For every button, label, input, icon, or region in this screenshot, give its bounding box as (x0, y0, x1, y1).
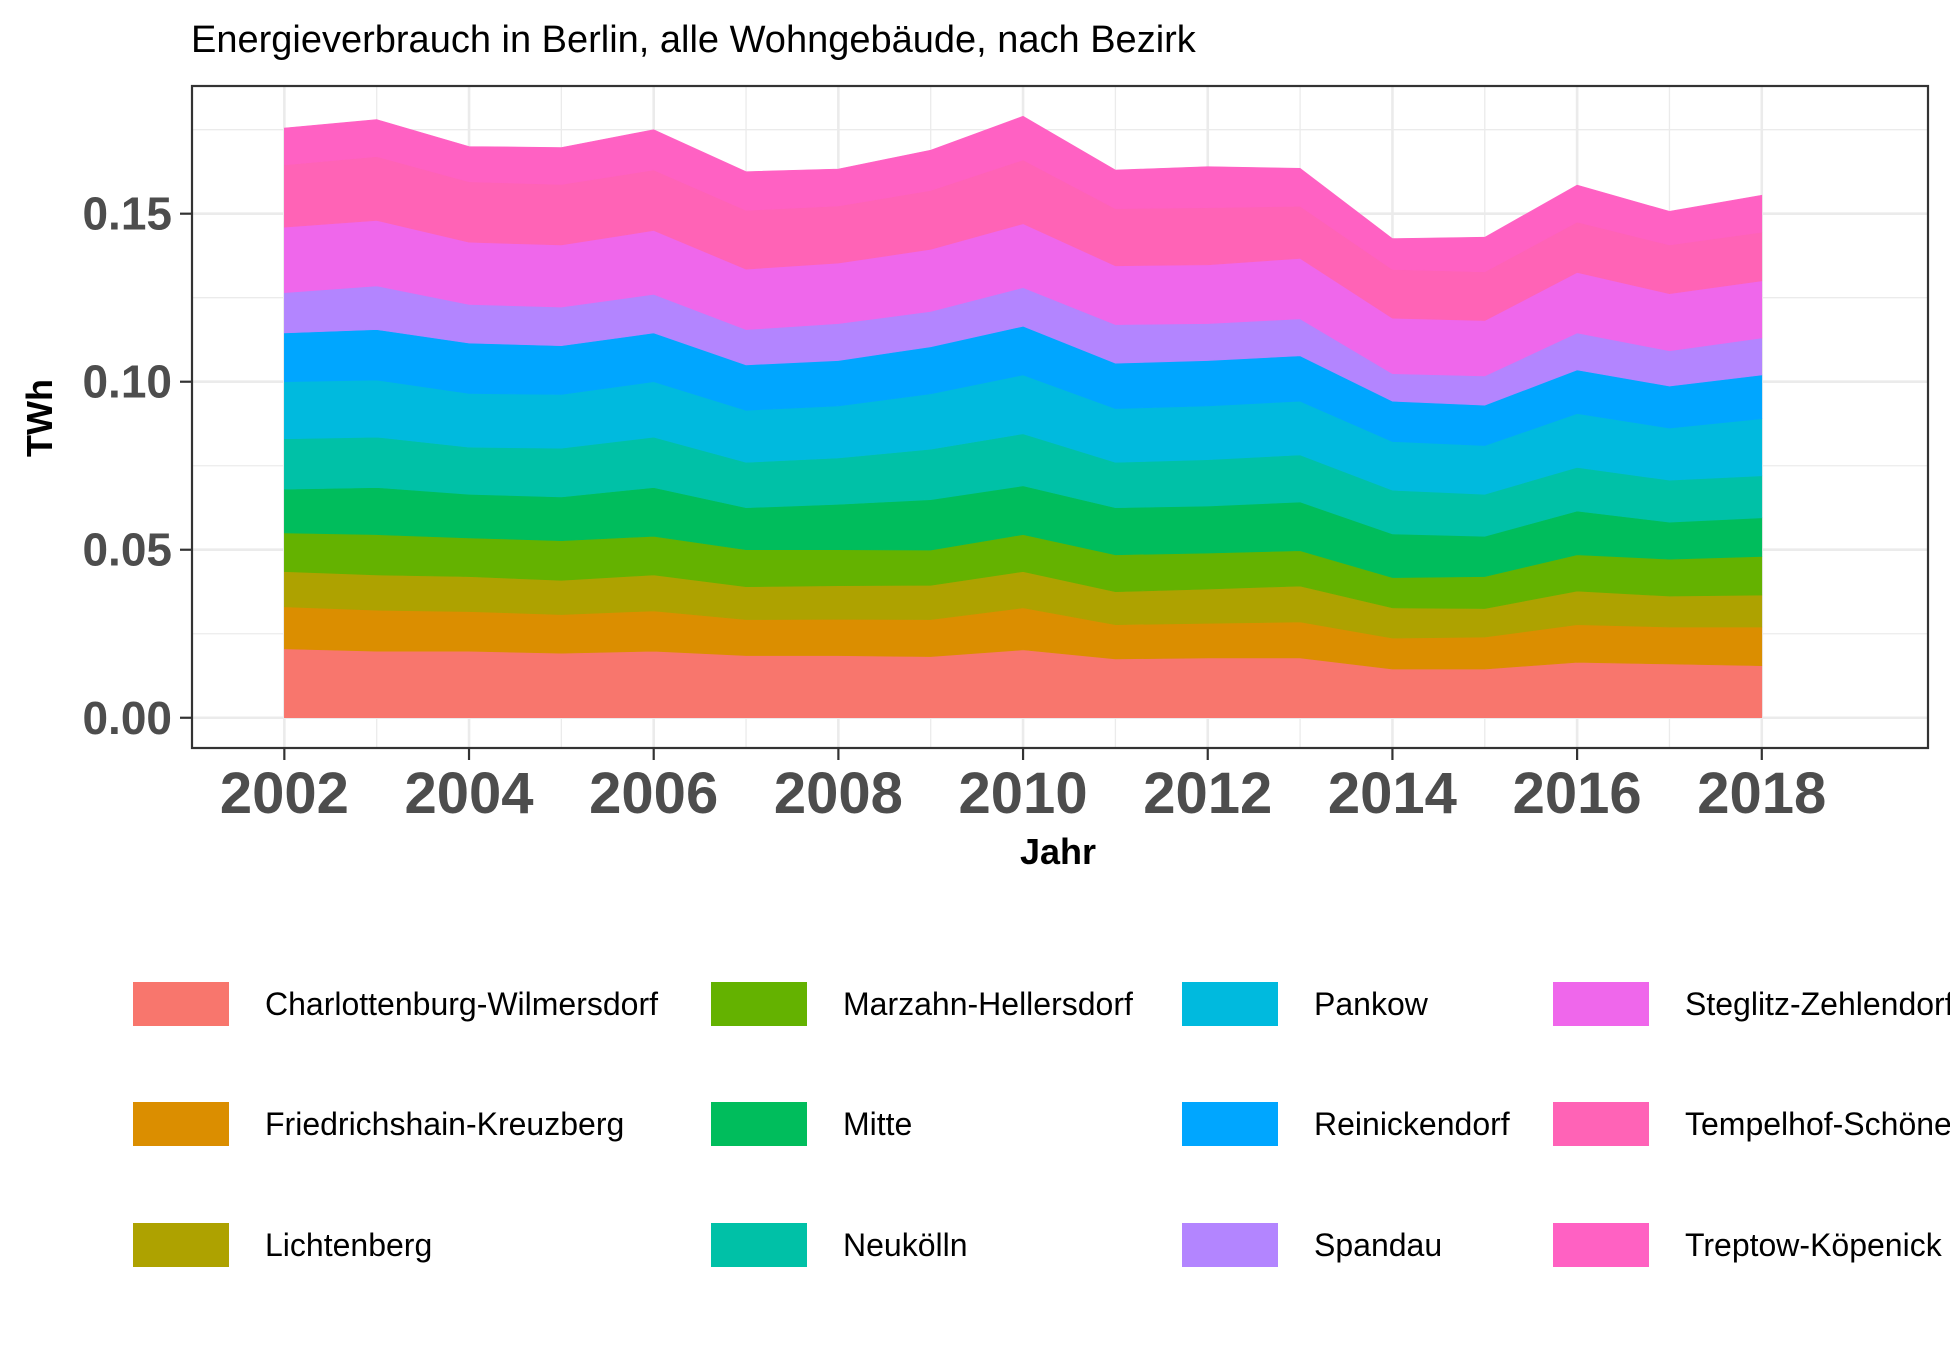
x-tick-label: 2018 (1697, 761, 1826, 826)
legend-swatch (1553, 1102, 1649, 1146)
legend-swatch (1553, 982, 1649, 1026)
area-treptow-köpenick (284, 115, 1763, 273)
x-axis: 2002 2004 2006 2008 2010 2012 2014 2016 2018 (220, 748, 1826, 826)
legend-swatch (1182, 1223, 1278, 1267)
legend-swatch (1553, 1223, 1649, 1267)
y-tick-label: 0.05 (82, 524, 172, 576)
legend-label: Friedrichshain-Kreuzberg (265, 1106, 624, 1142)
x-tick-label: 2014 (1328, 761, 1457, 826)
legend-item: Neukölln (711, 1223, 968, 1267)
legend-label: Steglitz-Zehlendorf (1685, 986, 1950, 1022)
legend-item: Pankow (1182, 982, 1429, 1026)
legend-swatch (133, 1223, 229, 1267)
x-tick-label: 2004 (405, 761, 534, 826)
legend-item: Reinickendorf (1182, 1102, 1510, 1146)
legend-label: Marzahn-Hellersdorf (843, 986, 1133, 1022)
legend-label: Lichtenberg (265, 1227, 432, 1263)
legend-swatch (133, 982, 229, 1026)
legend-swatch (711, 1102, 807, 1146)
panel-border (190, 84, 1930, 750)
legend-item: Lichtenberg (133, 1223, 432, 1267)
x-tick-label: 2016 (1513, 761, 1642, 826)
legend-label: Charlottenburg-Wilmersdorf (265, 986, 658, 1022)
legend-label: Reinickendorf (1314, 1106, 1510, 1142)
legend-item: Mitte (711, 1102, 912, 1146)
legend-swatch (711, 982, 807, 1026)
legend-label: Tempelhof-Schöneberg (1685, 1106, 1950, 1142)
y-tick-label: 0.10 (82, 356, 172, 408)
legend-item: Tempelhof-Schöneberg (1553, 1102, 1950, 1146)
y-axis-title: TWh (19, 379, 60, 457)
legend-item: Marzahn-Hellersdorf (711, 982, 1133, 1026)
chart-title: Energieverbrauch in Berlin, alle Wohngeb… (191, 19, 1197, 61)
y-axis: 0.00 0.05 0.10 0.15 (82, 188, 192, 744)
plot-panel (190, 84, 1930, 750)
legend-label: Spandau (1314, 1227, 1442, 1263)
x-tick-label: 2010 (959, 761, 1088, 826)
x-axis-title: Jahr (1020, 831, 1096, 872)
legend-item: Treptow-Köpenick (1553, 1223, 1943, 1267)
legend: Charlottenburg-Wilmersdorf Friedrichshain… (133, 982, 1950, 1267)
legend-label: Mitte (843, 1106, 912, 1142)
x-tick-label: 2008 (774, 761, 903, 826)
x-tick-label: 2006 (589, 761, 718, 826)
legend-swatch (1182, 982, 1278, 1026)
legend-label: Pankow (1314, 986, 1429, 1022)
legend-swatch (711, 1223, 807, 1267)
legend-item: Steglitz-Zehlendorf (1553, 982, 1950, 1026)
legend-label: Neukölln (843, 1227, 968, 1263)
legend-label: Treptow-Köpenick (1685, 1227, 1943, 1263)
legend-swatch (1182, 1102, 1278, 1146)
legend-item: Charlottenburg-Wilmersdorf (133, 982, 658, 1026)
legend-item: Friedrichshain-Kreuzberg (133, 1102, 624, 1146)
legend-item: Spandau (1182, 1223, 1442, 1267)
y-tick-label: 0.00 (82, 692, 172, 744)
y-tick-label: 0.15 (82, 188, 172, 240)
legend-swatch (133, 1102, 229, 1146)
x-tick-label: 2002 (220, 761, 349, 826)
x-tick-label: 2012 (1143, 761, 1272, 826)
